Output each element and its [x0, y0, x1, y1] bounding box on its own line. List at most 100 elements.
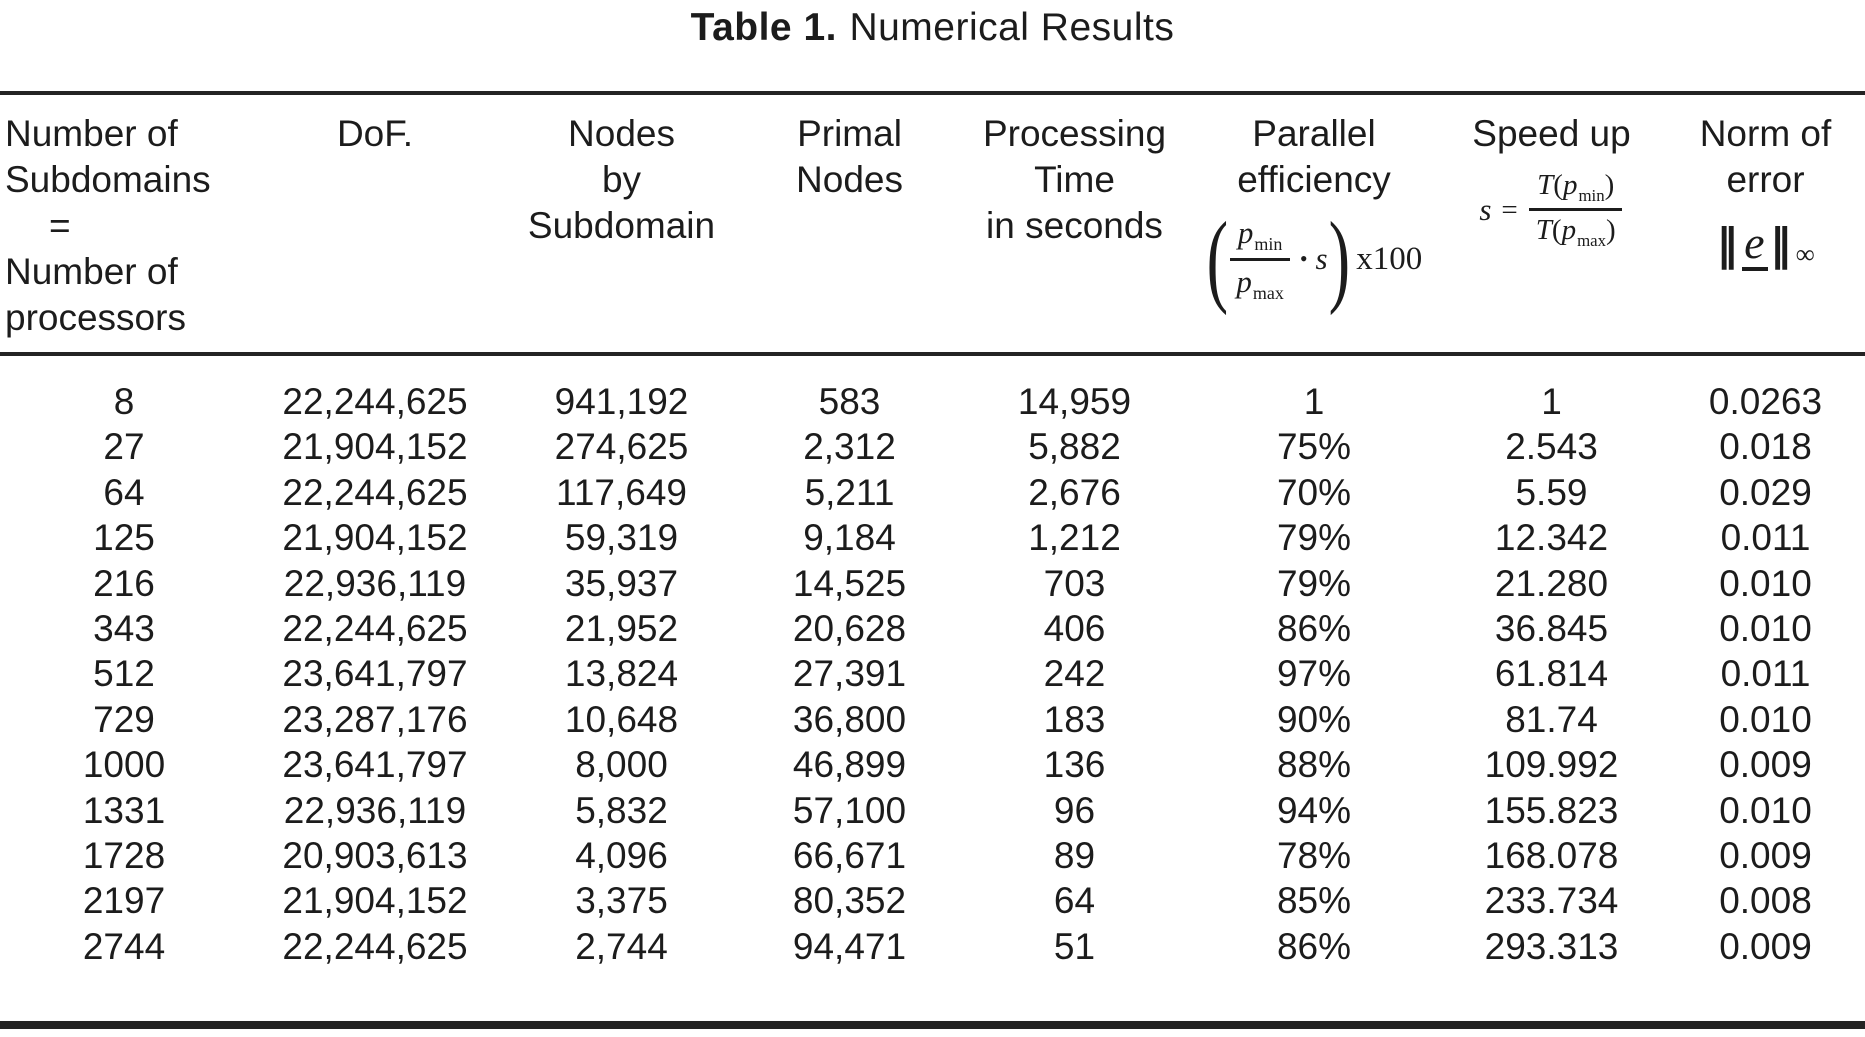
table-cell: 36.845 [1494, 607, 1609, 649]
header-speed-up: Speed up s = T(pmin) T(pmax) [1437, 111, 1666, 341]
open-paren: ( [1553, 169, 1563, 201]
header-dof: DoF. [248, 111, 502, 341]
header-line: error [1726, 159, 1805, 200]
table-cell: 12.342 [1494, 517, 1609, 559]
header-norm-of-error: Norm of error ‖ e ‖ ∞ [1666, 111, 1865, 341]
speedup-fraction: T(pmin) T(pmax) [1528, 169, 1624, 250]
table-cell: 78% [1276, 834, 1352, 876]
table-cell: 1728 [82, 834, 166, 876]
right-norm-bars: ‖ [1769, 219, 1794, 271]
speed-up-formula: s = T(pmin) T(pmax) [1479, 169, 1623, 250]
header-line: Number of [5, 251, 178, 292]
multiplication-dot: • [1299, 246, 1308, 271]
header-line: Subdomain [527, 205, 716, 246]
table-cell: 583 [818, 381, 881, 422]
s-variable: s [1315, 241, 1328, 276]
table-title-text: Numerical Results [849, 6, 1175, 49]
header-line: = [49, 205, 71, 246]
p-max-base: p [1561, 214, 1577, 247]
table-cell: 64 [103, 471, 145, 513]
table-cell: 0.010 [1719, 607, 1812, 649]
table-cell: 233.734 [1484, 880, 1619, 922]
efficiency-fraction: pmin pmax [1228, 215, 1291, 304]
header-line: Number of [5, 113, 178, 154]
table-cell: 23,641,797 [282, 653, 468, 695]
p-max-base: p [1236, 263, 1252, 299]
header-line: Time [1034, 159, 1115, 200]
fraction-denominator: T(pmax) [1528, 211, 1624, 250]
table-cell: 79% [1276, 517, 1352, 559]
table-cell: 168.078 [1484, 834, 1619, 876]
table-cell: 80,352 [792, 880, 907, 922]
table-cell: 22,244,625 [282, 471, 468, 513]
table-cell: 90% [1276, 698, 1352, 740]
table-cell: 23,287,176 [282, 698, 468, 740]
close-paren: ) [1606, 214, 1616, 247]
p-max-subscript: max [1577, 230, 1607, 250]
table-cell: 2.543 [1505, 426, 1598, 468]
table-cell: 2,676 [1028, 471, 1121, 513]
table-cell: 1,212 [1028, 517, 1121, 559]
table-cell: 94% [1276, 789, 1352, 831]
table-cell: 51 [1053, 925, 1096, 967]
table-cell: 5,832 [575, 789, 668, 831]
table-cell: 0.009 [1719, 834, 1812, 876]
table-cell: 0.0263 [1708, 381, 1823, 422]
fraction-numerator: T(pmin) [1529, 169, 1623, 212]
table-cell: 136 [1043, 744, 1106, 786]
table-cell: 88% [1276, 744, 1352, 786]
table-row: 512 23,641,797 13,824 27,391 242 97% 61.814 0.0… [0, 651, 1865, 696]
table-cell: 59,319 [564, 517, 679, 559]
table-cell: 1 [1541, 381, 1562, 422]
header-line: by [601, 159, 642, 200]
header-subdomains: Number of Subdomains = Number of process… [0, 111, 248, 341]
table-row: 2744 22,244,625 2,744 94,471 51 86% 293.313 0.0… [0, 924, 1865, 969]
infinity-subscript: ∞ [1795, 239, 1815, 270]
fraction-denominator: pmax [1228, 261, 1291, 304]
header-line: processors [5, 297, 186, 338]
table-cell: 1 [1303, 381, 1325, 422]
table-row: 729 23,287,176 10,648 36,800 183 90% 81.74 0.01… [0, 697, 1865, 742]
header-line: Speed up [1472, 113, 1631, 154]
table-cell: 21,904,152 [282, 426, 468, 468]
table-row: 343 22,244,625 21,952 20,628 406 86% 36.845 0.0… [0, 606, 1865, 651]
p-max-subscript: max [1252, 282, 1284, 303]
table-cell: 86% [1276, 607, 1352, 649]
table-cell: 9,184 [803, 517, 896, 559]
header-line: Subdomains [5, 159, 211, 200]
table-cell: 22,244,625 [282, 925, 468, 967]
table-cell: 2197 [82, 880, 166, 922]
bottom-rule [0, 1021, 1865, 1029]
table-row: 64 22,244,625 117,649 5,211 2,676 70% 5.59 0.02… [0, 470, 1865, 515]
table-row: 2197 21,904,152 3,375 80,352 64 85% 233.734 0.0… [0, 878, 1865, 923]
table-cell: 293.313 [1484, 925, 1619, 967]
table-cell: 2,744 [575, 925, 668, 967]
table-cell: 0.009 [1719, 925, 1812, 967]
s-variable: s [1479, 191, 1492, 227]
table-row: 27 21,904,152 274,625 2,312 5,882 75% 2.543 0.0… [0, 424, 1865, 469]
table-cell: 0.018 [1719, 426, 1812, 468]
table-cell: 729 [93, 698, 155, 740]
table-row: 8 22,244,625 941,192 583 14,959 1 1 0.0263 [0, 379, 1865, 424]
table-cell: 79% [1276, 562, 1352, 604]
table-header: Number of Subdomains = Number of process… [0, 111, 1865, 341]
open-paren: ( [1206, 201, 1228, 316]
table-cell: 183 [1043, 698, 1106, 740]
table-cell: 14,525 [792, 562, 907, 604]
open-paren: ( [1551, 214, 1562, 247]
table-cell: 21,952 [564, 607, 679, 649]
table-row: 1331 22,936,119 5,832 57,100 96 94% 155.823 0.0… [0, 788, 1865, 833]
table-cell: 21,904,152 [282, 517, 468, 559]
header-line: DoF. [336, 113, 414, 154]
table-cell: 21.280 [1494, 562, 1609, 604]
table-cell: 941,192 [554, 381, 689, 422]
table-cell: 13,824 [564, 653, 679, 695]
table-cell: 406 [1043, 607, 1106, 649]
table-cell: 61.814 [1494, 653, 1609, 695]
top-rule [0, 91, 1865, 95]
table-cell: 155.823 [1484, 789, 1619, 831]
table-cell: 66,671 [792, 834, 907, 876]
close-paren: ) [1604, 169, 1615, 201]
header-line: Processing [982, 113, 1167, 154]
table-cell: 5.59 [1515, 471, 1588, 513]
